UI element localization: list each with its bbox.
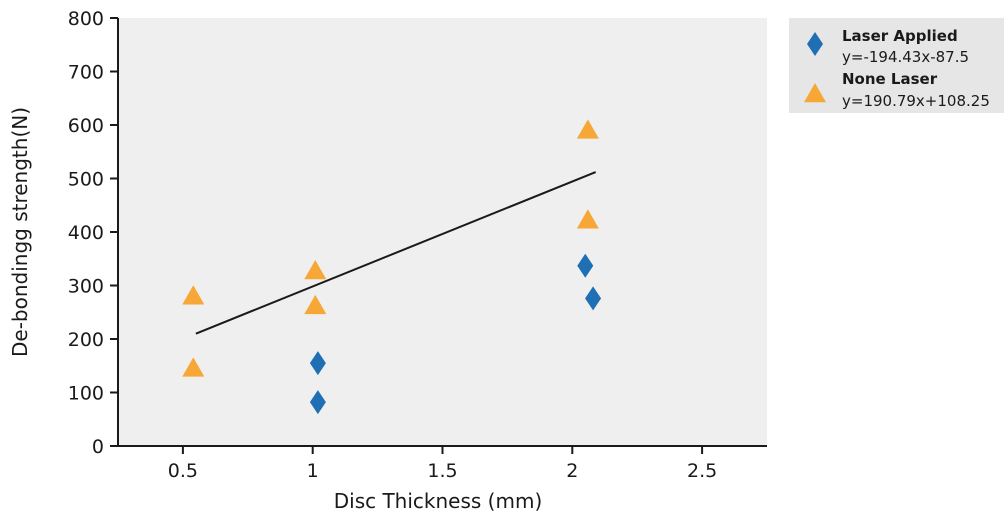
x-tick-label: 2 bbox=[566, 460, 578, 482]
laser-applied-point bbox=[309, 390, 326, 415]
legend-series-1-equation: y=-194.43x-87.5 bbox=[842, 48, 969, 66]
y-axis-title: De-bondingg strength(N) bbox=[8, 107, 32, 357]
trendline-segment bbox=[195, 171, 597, 335]
none-laser-point bbox=[304, 294, 327, 315]
none-laser-point bbox=[576, 209, 599, 229]
trendline bbox=[195, 171, 597, 335]
y-tick-label: 200 bbox=[68, 329, 104, 351]
x-tick-label: 1 bbox=[307, 460, 319, 482]
legend-triangle-icon bbox=[804, 83, 826, 103]
legend-series-2-name: None Laser bbox=[842, 70, 938, 88]
legend-series-1-name: Laser Applied bbox=[842, 27, 958, 45]
legend-box bbox=[789, 18, 1004, 113]
x-tick-label: 1.5 bbox=[427, 460, 457, 482]
x-tick-label: 0.5 bbox=[168, 460, 198, 482]
y-tick-label: 0 bbox=[92, 436, 104, 458]
y-tick-label: 700 bbox=[68, 62, 104, 84]
laser-applied-point bbox=[585, 286, 602, 311]
none-laser-point bbox=[576, 119, 599, 139]
y-axis-ticks: 0 100 200 300 400 500 600 700 800 bbox=[68, 8, 118, 458]
legend-diamond-icon bbox=[807, 32, 823, 56]
x-tick-label: 2.5 bbox=[687, 460, 717, 482]
y-tick-label: 600 bbox=[68, 115, 104, 137]
none-laser-point bbox=[182, 357, 205, 377]
y-tick-label: 400 bbox=[68, 222, 104, 244]
y-tick-label: 800 bbox=[68, 8, 104, 30]
legend: Laser Applied y=-194.43x-87.5 None Laser… bbox=[789, 18, 1004, 113]
laser-applied-point bbox=[309, 351, 326, 376]
x-axis-ticks: 0.5 1 1.5 2 2.5 bbox=[168, 446, 717, 482]
none-laser-point bbox=[304, 260, 327, 280]
plot-area bbox=[118, 18, 767, 446]
y-tick-label: 500 bbox=[68, 169, 104, 191]
legend-markers bbox=[804, 32, 826, 103]
laser-applied-point bbox=[577, 253, 594, 278]
legend-series-2-equation: y=190.79x+108.25 bbox=[842, 92, 990, 110]
x-axis-title: Disc Thickness (mm) bbox=[334, 489, 543, 513]
none-laser-point bbox=[182, 285, 205, 305]
y-tick-label: 100 bbox=[68, 383, 104, 405]
data-points bbox=[182, 119, 602, 415]
y-tick-label: 300 bbox=[68, 276, 104, 298]
